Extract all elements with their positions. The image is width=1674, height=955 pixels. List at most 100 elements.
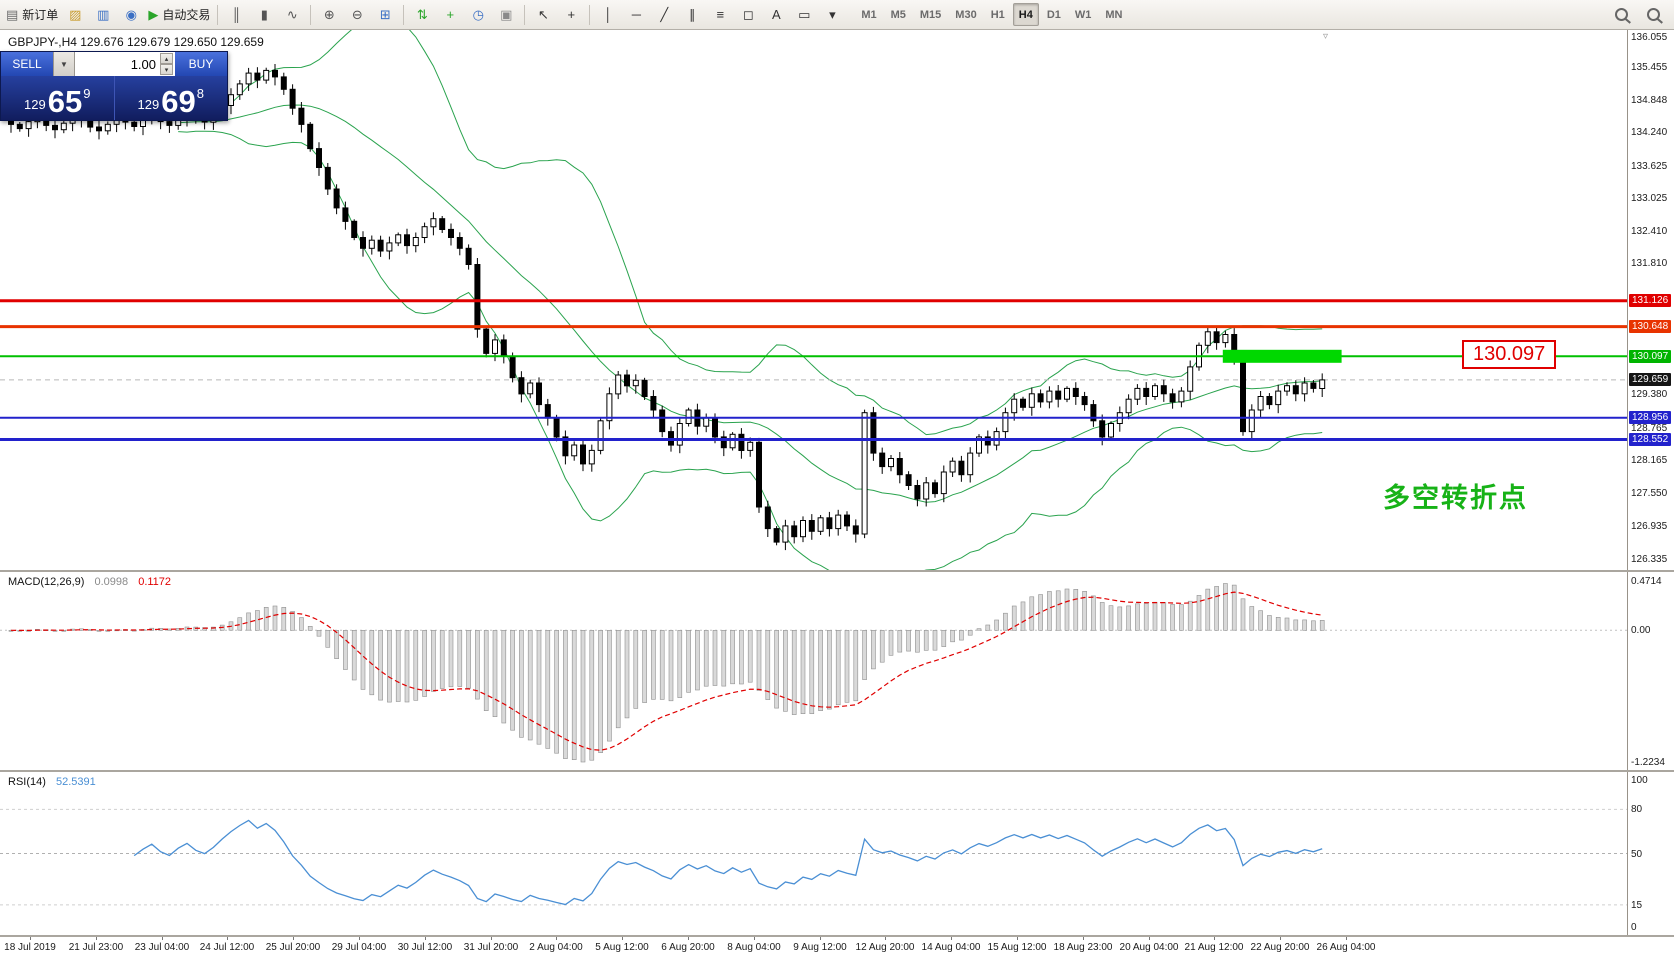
toolbar-button-area: ▤ 新订单 ▨ ▥ ◉ ▶ 自动交易 ║ ▮ ∿ ⊕ ⊖ ⊞ ⇅ + ◷ ▣ ↖ + │ ─ ╱ ∥ ≡ ◻ A ▭ ▾ xyxy=(3,3,846,27)
timeframe-mn[interactable]: MN xyxy=(1105,8,1123,21)
fibonacci-button[interactable]: ≡ xyxy=(706,3,734,27)
time-axis-label: 21 Jul 23:00 xyxy=(68,942,124,953)
time-axis-tick xyxy=(556,937,557,940)
zoom-out-button[interactable]: ⊖ xyxy=(343,3,371,27)
tile-windows-icon: ⊞ xyxy=(379,7,391,22)
sell-price-display[interactable]: 129 65 9 xyxy=(1,76,114,120)
text-button[interactable]: A xyxy=(762,3,790,27)
time-axis-tick xyxy=(820,937,821,940)
autotrading-icon: ▶ xyxy=(148,7,159,22)
price-divider xyxy=(113,76,115,120)
time-axis-label: 8 Aug 04:00 xyxy=(727,942,781,953)
toolbar-separator xyxy=(589,4,591,25)
search-button[interactable] xyxy=(1607,3,1635,27)
vertical-line-icon: │ xyxy=(604,7,613,22)
symbol-ohlc-readout: GBPJPY-,H4 129.676 129.679 129.650 129.6… xyxy=(8,35,264,49)
turning-point-annotation[interactable]: 多空转折点 xyxy=(1383,483,1528,513)
charts-window-button[interactable]: ▨ xyxy=(61,3,89,27)
buy-price-display[interactable]: 129 69 8 xyxy=(115,76,228,120)
macd-axis-label: -1.2234 xyxy=(1631,757,1665,768)
price-axis-tag: 131.126 xyxy=(1629,294,1672,307)
chart-scroll-marker-icon: ▿ xyxy=(1323,31,1329,42)
panel-divider[interactable] xyxy=(0,570,1674,572)
price-axis-label: 127.550 xyxy=(1631,488,1668,499)
arrows-button[interactable]: ▾ xyxy=(818,3,846,27)
candlestick-chart-button[interactable]: ▮ xyxy=(250,3,278,27)
time-axis-tick xyxy=(491,937,492,940)
price-axis-tag: 130.097 xyxy=(1629,350,1672,363)
time-axis-tick xyxy=(1280,937,1281,940)
rsi-canvas[interactable] xyxy=(0,772,1627,935)
rsi-axis-label: 50 xyxy=(1631,849,1643,860)
profiles-button[interactable]: ▥ xyxy=(89,3,117,27)
templates-button[interactable]: ▣ xyxy=(492,3,520,27)
sell-button[interactable]: SELL xyxy=(1,52,53,76)
time-axis-label: 30 Jul 12:00 xyxy=(397,942,453,953)
time-axis-tick xyxy=(1017,937,1018,940)
rsi-axis-label: 15 xyxy=(1631,900,1643,911)
timeframe-m1[interactable]: M1 xyxy=(861,8,877,21)
vertical-line-button[interactable]: │ xyxy=(594,3,622,27)
cursor-button[interactable]: ↖ xyxy=(529,3,557,27)
buy-button[interactable]: BUY xyxy=(175,52,227,76)
highlight-rectangle[interactable] xyxy=(1222,349,1342,363)
text-label-button[interactable]: ▭ xyxy=(790,3,818,27)
bar-chart-button[interactable]: ║ xyxy=(222,3,250,27)
timeframe-w1[interactable]: W1 xyxy=(1074,8,1092,21)
time-axis-label: 18 Aug 23:00 xyxy=(1053,942,1113,953)
order-type-dropdown[interactable]: ▼ xyxy=(53,52,75,76)
arrange-windows-button[interactable]: ⇅ xyxy=(408,3,436,27)
timeframe-m15[interactable]: M15 xyxy=(919,8,942,21)
panel-divider[interactable] xyxy=(0,770,1674,772)
spin-down-icon[interactable]: ▾ xyxy=(160,64,173,75)
time-axis[interactable]: 18 Jul 2019 21 Jul 23:00 23 Jul 04:00 24 Ju… xyxy=(0,937,1674,955)
timeframe-m5[interactable]: M5 xyxy=(890,8,906,21)
zoom-tool-button[interactable] xyxy=(1639,3,1667,27)
timeframe-h1[interactable]: H1 xyxy=(990,8,1005,21)
price-axis-tag: 128.956 xyxy=(1629,411,1672,424)
time-axis-label: 31 Jul 20:00 xyxy=(463,942,519,953)
zoom-in-icon: ⊕ xyxy=(323,7,335,22)
candlestick-chart-icon: ▮ xyxy=(260,7,268,22)
macd-canvas[interactable] xyxy=(0,572,1627,770)
toolbar: ▤ 新订单 ▨ ▥ ◉ ▶ 自动交易 ║ ▮ ∿ ⊕ ⊖ ⊞ ⇅ + ◷ ▣ ↖ + │ ─ ╱ ∥ ≡ ◻ A ▭ ▾ M1 M5 M1… xyxy=(0,0,1674,30)
alerts-button[interactable]: ◉ xyxy=(117,3,145,27)
shapes-icon: ◻ xyxy=(742,7,754,22)
text-icon: A xyxy=(771,7,781,22)
price-axis-label: 135.455 xyxy=(1631,62,1668,73)
trade-controls-row: SELL ▼ 1.00 ▴ ▾ BUY xyxy=(1,52,227,76)
sell-price-sup: 9 xyxy=(83,86,91,101)
search-icon xyxy=(1614,8,1628,21)
charts-window-icon: ▨ xyxy=(69,7,82,22)
spin-up-icon[interactable]: ▴ xyxy=(160,53,173,64)
line-chart-button[interactable]: ∿ xyxy=(278,3,306,27)
level-callout[interactable]: 130.097 xyxy=(1462,340,1557,369)
volume-input[interactable]: 1.00 ▴ ▾ xyxy=(75,52,175,76)
timeframe-m30[interactable]: M30 xyxy=(955,8,977,21)
autotrading-button[interactable]: ▶ 自动交易 xyxy=(145,3,213,27)
time-axis-label: 5 Aug 12:00 xyxy=(595,942,649,953)
indicators-button[interactable]: + xyxy=(436,3,464,27)
horizontal-line-button[interactable]: ─ xyxy=(622,3,650,27)
fibonacci-icon: ≡ xyxy=(716,7,725,22)
price-axis-label: 131.810 xyxy=(1631,258,1668,269)
timeframe-d1[interactable]: D1 xyxy=(1046,8,1061,21)
price-axis[interactable]: 136.055 135.455 134.848 134.240 133.625 133.0… xyxy=(1627,30,1674,935)
panel-divider[interactable] xyxy=(0,935,1674,937)
equidistant-channel-button[interactable]: ∥ xyxy=(678,3,706,27)
volume-stepper[interactable]: ▴ ▾ xyxy=(160,53,173,75)
time-axis-label: 15 Aug 12:00 xyxy=(987,942,1047,953)
trendline-button[interactable]: ╱ xyxy=(650,3,678,27)
price-chart-canvas[interactable] xyxy=(0,30,1627,570)
new-order-button[interactable]: ▤ 新订单 xyxy=(3,3,61,27)
price-axis-tag: 130.648 xyxy=(1629,320,1672,333)
time-axis-label: 20 Aug 04:00 xyxy=(1119,942,1179,953)
tile-windows-button[interactable]: ⊞ xyxy=(371,3,399,27)
periods-button[interactable]: ◷ xyxy=(464,3,492,27)
shapes-button[interactable]: ◻ xyxy=(734,3,762,27)
zoom-in-button[interactable]: ⊕ xyxy=(315,3,343,27)
time-axis-label: 24 Jul 12:00 xyxy=(199,942,255,953)
timeframe-h4[interactable]: H4 xyxy=(1012,3,1039,26)
crosshair-button[interactable]: + xyxy=(557,3,585,27)
toolbar-separator xyxy=(310,4,312,25)
